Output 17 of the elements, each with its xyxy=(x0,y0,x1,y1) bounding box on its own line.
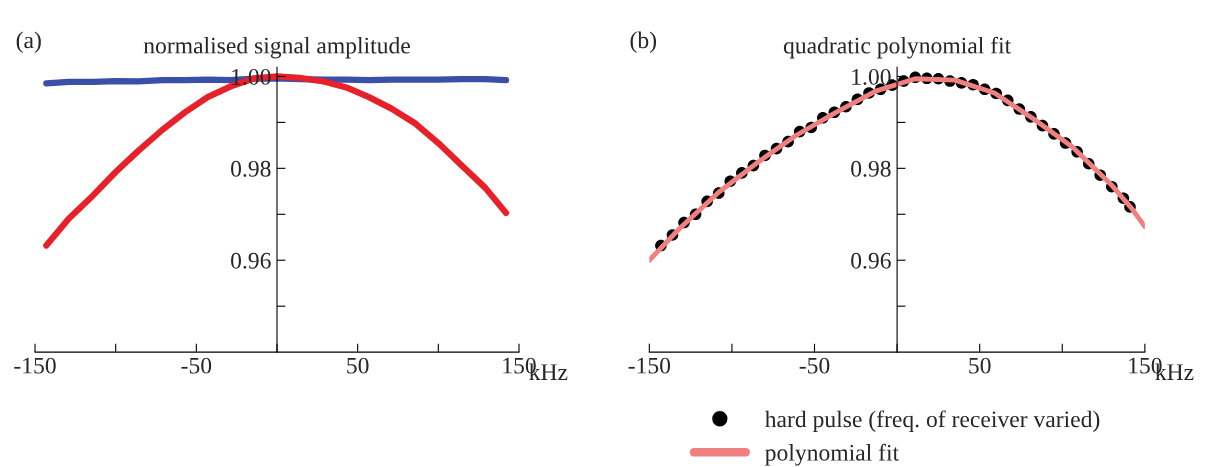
x-tick-label: 50 xyxy=(347,357,369,374)
x-tick-label: -150 xyxy=(628,357,671,374)
y-tick-label: 1.00 xyxy=(852,68,891,85)
legend-label: polynomial fit xyxy=(765,443,900,466)
text: (b) xyxy=(630,31,657,53)
y-tick-label: 0.96 xyxy=(851,252,891,269)
x-tick-label: -50 xyxy=(181,357,212,374)
y-tick-label: 0.96 xyxy=(231,252,271,269)
text: (a) xyxy=(16,31,41,53)
y-tick-label: 0.98 xyxy=(231,160,271,177)
x-tick-label: -150 xyxy=(14,357,56,374)
x-tick-label: 50 xyxy=(969,357,991,374)
chart-title: normalised signal amplitude xyxy=(143,36,410,59)
chart-title: quadratic polynomial fit xyxy=(783,36,1012,59)
x-tick-label: -50 xyxy=(799,357,830,374)
y-tick-label: 0.98 xyxy=(851,160,891,177)
legend-label: hard pulse (freq. of receiver varied) xyxy=(764,410,1100,433)
